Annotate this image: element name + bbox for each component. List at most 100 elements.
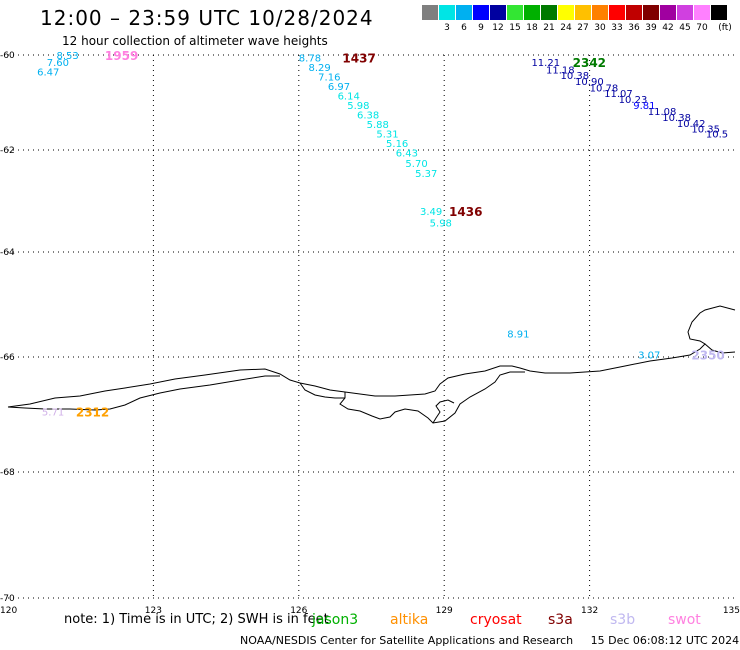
color-swatch (677, 5, 693, 20)
color-scale-label: 33 (611, 23, 623, 33)
wave-height-value: 10.38 (561, 71, 590, 82)
wave-height-value: 6.43 (396, 149, 418, 160)
wave-height-value: 8.78 (299, 53, 321, 64)
color-scale-label: 39 (645, 23, 657, 33)
wave-height-value: 5.16 (386, 139, 408, 150)
page-subtitle: 12 hour collection of altimeter wave hei… (62, 34, 328, 48)
wave-height-value: 11.18 (546, 65, 575, 76)
wave-height-value: 5.71 (42, 408, 64, 419)
wave-height-value: 8.29 (308, 63, 330, 74)
color-swatch (541, 5, 557, 20)
wave-height-value: 5.88 (367, 120, 389, 131)
lon-tick-label: 120 (0, 606, 17, 616)
lon-tick-label: 129 (436, 606, 453, 616)
wave-height-value: 3.49 (420, 207, 442, 218)
footer-note: note: 1) Time is in UTC; 2) SWH is in fe… (64, 612, 329, 627)
wave-height-value: 5.98 (430, 218, 452, 229)
coastline-segment (299, 382, 345, 399)
wave-height-value: 11.07 (604, 89, 633, 100)
satellite-legend-item: jason3 (312, 612, 359, 628)
coastline-mainland (7, 305, 736, 408)
map-ticks: 120 123 126 129 132 135 -60 -62 -64 -66 -68 -70 (0, 51, 740, 616)
color-swatch (422, 5, 438, 20)
pass-time-label: 2312 (76, 406, 109, 420)
color-scale-label: 24 (560, 23, 572, 33)
lat-tick-label: -68 (0, 468, 15, 478)
lon-tick-label: 123 (145, 606, 162, 616)
wave-height-value: 11.30 (517, 0, 546, 3)
wave-height-value: 6.14 (338, 91, 360, 102)
wave-height-value: 9.81 (633, 101, 655, 112)
lon-tick-label: 135 (723, 606, 740, 616)
wave-height-value: 11.21 (531, 58, 560, 69)
color-swatch (643, 5, 659, 20)
pass-time-label: 1959 (105, 49, 138, 63)
color-swatch (439, 5, 455, 20)
color-swatch (660, 5, 676, 20)
coastline-segment (7, 375, 280, 411)
lat-tick-label: -64 (0, 248, 15, 258)
wave-height-value: 5.31 (376, 129, 398, 140)
wave-height-value: 10.35 (691, 125, 720, 136)
color-scale-label: 27 (577, 23, 589, 33)
color-swatch (626, 5, 642, 20)
color-scale-unit: (ft) (718, 23, 732, 33)
satellite-legend-item: s3a (548, 612, 573, 628)
lat-tick-label: -62 (0, 146, 15, 156)
lat-tick-label: -70 (0, 594, 15, 604)
color-scale-label: 21 (543, 23, 555, 33)
satellite-legend-item: cryosat (470, 612, 522, 628)
wave-height-value: 6.97 (328, 82, 350, 93)
color-scale-label: 9 (478, 23, 484, 33)
wave-height-value: 8.53 (56, 51, 78, 62)
color-swatch (575, 5, 591, 20)
wave-height-value: 5.70 (405, 159, 427, 170)
pass-time-label: 2342 (573, 56, 606, 70)
coastline-segment (432, 399, 455, 424)
color-swatch (456, 5, 472, 20)
color-swatch (558, 5, 574, 20)
wave-height-value: 10.5 (706, 129, 728, 140)
color-scale-label: 15 (509, 23, 521, 33)
wave-height-value: 7.60 (47, 58, 69, 69)
color-swatch (609, 5, 625, 20)
satellite-legend-item: altika (390, 612, 429, 628)
footer-date: 15 Dec 06:08:12 UTC 2024 (590, 634, 740, 647)
wave-height-value: 3.07 (638, 350, 660, 361)
color-scale-label: 70 (696, 23, 708, 33)
coastline (7, 305, 736, 424)
color-scale-label: 6 (461, 23, 467, 33)
wave-height-value: 10.38 (662, 113, 691, 124)
color-swatch (592, 5, 608, 20)
color-swatch (490, 5, 506, 20)
wave-height-value: 10.90 (575, 77, 604, 88)
wave-height-value: 10.42 (677, 119, 706, 130)
color-scale-label: 36 (628, 23, 640, 33)
map-grid (8, 54, 735, 600)
lon-tick-label: 126 (290, 606, 307, 616)
wave-height-value: 8.91 (507, 329, 529, 340)
wave-height-value: 10.78 (590, 83, 619, 94)
color-scale-label: 45 (679, 23, 691, 33)
coastline-segment (339, 371, 525, 424)
page-title: 12:00 – 23:59 UTC 10/28/2024 (40, 6, 374, 30)
wave-height-value: 5.98 (347, 101, 369, 112)
wave-height-value: 11.08 (648, 107, 677, 118)
color-swatch (694, 5, 710, 20)
lon-tick-label: 132 (581, 606, 598, 616)
wave-height-value: 5.37 (415, 169, 437, 180)
coastline-segment (704, 343, 736, 354)
color-scale-label: 12 (492, 23, 504, 33)
wave-height-value: 6.47 (37, 68, 59, 79)
pass-time-label: 1437 (342, 51, 375, 65)
lat-tick-label: -60 (0, 51, 15, 61)
wave-height-value: 7.16 (318, 72, 340, 83)
color-scale-label: 3 (444, 23, 450, 33)
wave-height-value: 10.23 (619, 95, 648, 106)
color-swatch (711, 5, 727, 20)
lat-tick-label: -66 (0, 353, 15, 363)
wave-height-value: 6.38 (357, 110, 379, 121)
pass-time-label: 2350 (691, 348, 724, 362)
